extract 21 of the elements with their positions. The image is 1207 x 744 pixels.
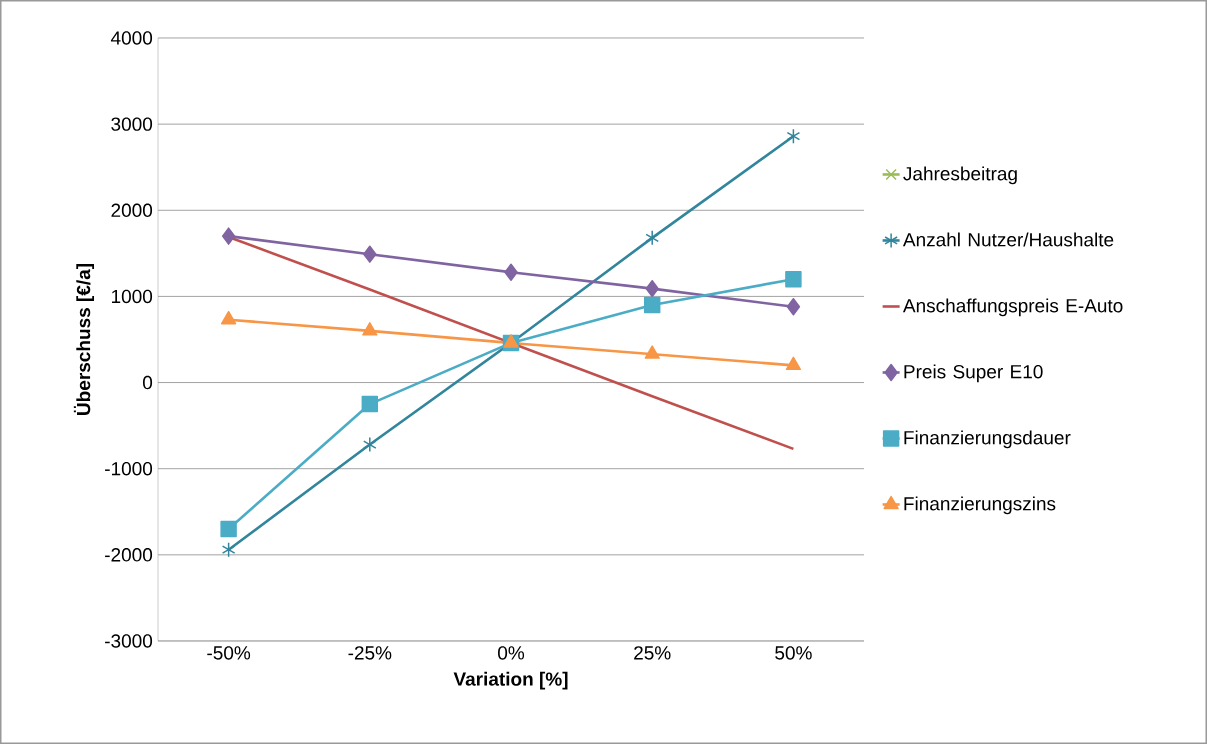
y-tick-label: -2000 (105, 548, 153, 562)
y-tick-label: 1000 (112, 289, 153, 304)
y-tick-label: 0 (142, 375, 153, 390)
y-tick-label: -3000 (105, 634, 153, 648)
x-axis-title: Variation [%] (453, 671, 568, 690)
x-tick-label: -25% (348, 646, 392, 660)
legend-label: Anzahl Nutzer/Haushalte (902, 232, 1114, 247)
legend-label: Finanzierungszins (904, 496, 1056, 515)
x-tick-label: 25% (634, 646, 671, 660)
legend-label: Jahresbeitrag (903, 166, 1017, 185)
y-tick-label: 3000 (111, 117, 153, 131)
legend-label: Finanzierungsdauer (904, 430, 1071, 449)
legend-label: Anschaffungspreis E-Auto (902, 298, 1123, 317)
y-axis-title: Überschuss [€/a] (73, 264, 95, 415)
y-tick-label: -1000 (105, 461, 153, 476)
x-tick-label: 50% (775, 646, 812, 660)
x-tick-label: -50% (207, 646, 251, 660)
x-tick-label: 0% (498, 646, 525, 660)
y-tick-label: 4000 (110, 31, 153, 45)
legend-label: Preis Super E10 (904, 364, 1043, 383)
y-tick-label: 2000 (111, 203, 153, 217)
